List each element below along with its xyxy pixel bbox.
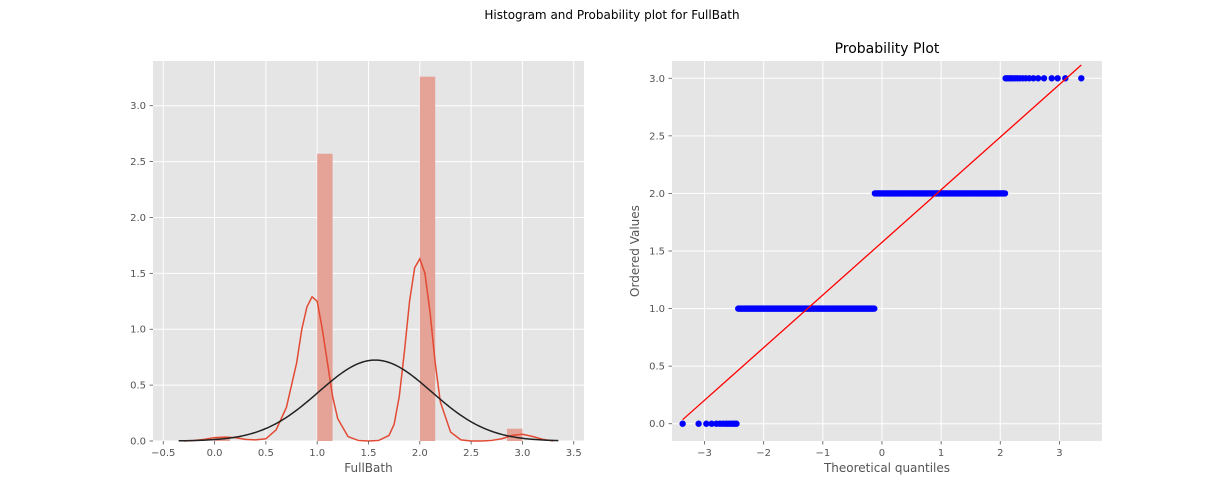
probability-point	[1034, 75, 1042, 82]
normal-fit-curve	[178, 359, 559, 442]
probability-point	[871, 305, 878, 312]
hist-y-tick-label: 1.0	[130, 325, 146, 336]
figure-title: Histogram and Probability plot for FullB…	[484, 8, 740, 22]
probability-point	[1048, 75, 1055, 82]
histogram-bar	[419, 76, 436, 441]
prob-y-tick-label: 0.5	[649, 362, 665, 373]
hist-y-tick-label: 3.0	[130, 101, 146, 112]
hist-x-axis-label: FullBath	[344, 461, 392, 475]
probability-plot-axes: −3 −2 −1 0 1 2 3 0.0 0.5 1.0 1.5 2.0 2.5 3.0 Theoretic…	[628, 41, 1102, 475]
prob-x-axis-label: Theoretical quantiles	[823, 461, 950, 475]
prob-y-tick-label: 1.0	[649, 304, 665, 315]
prob-y-tick-label: 3.0	[649, 74, 665, 85]
hist-x-tick-label: 0.0	[207, 448, 223, 459]
probability-point	[1054, 75, 1061, 82]
prob-title: Probability Plot	[835, 41, 940, 57]
hist-y-tick-label: 2.0	[130, 213, 146, 224]
probability-point	[1040, 75, 1048, 82]
histogram-bar	[317, 153, 333, 441]
prob-y-tick-label: 2.0	[649, 189, 665, 200]
probability-point	[708, 420, 715, 427]
hist-x-tick-label: 0.5	[258, 448, 274, 459]
prob-x-tick-label: 1	[938, 448, 944, 459]
hist-x-tick-label: 1.5	[361, 448, 377, 459]
hist-y-tick-label: 0.0	[130, 437, 146, 448]
prob-x-tick-label: −3	[697, 448, 712, 459]
hist-x-tick-label: 2.0	[412, 448, 428, 459]
kde-curve	[183, 257, 554, 442]
probability-point	[1078, 75, 1085, 82]
prob-x-tick-label: −2	[756, 448, 771, 459]
prob-x-tick-label: −1	[815, 448, 830, 459]
probability-point	[733, 420, 740, 427]
probability-point	[679, 420, 686, 427]
hist-x-tick-label: 3.5	[566, 448, 582, 459]
hist-x-tick-label: 2.5	[463, 448, 479, 459]
probability-point	[1001, 190, 1009, 197]
histogram-axes: −0.5 0.0 0.5 1.0 1.5 2.0 2.5 3.0 3.5 0.0 0.5 1.0 1.5…	[130, 61, 584, 475]
hist-y-tick-label: 0.5	[130, 381, 146, 392]
prob-y-tick-label: 0.0	[649, 419, 665, 430]
hist-x-tick-label: 3.0	[514, 448, 530, 459]
probability-point	[695, 420, 702, 427]
prob-x-tick-label: 2	[997, 448, 1003, 459]
hist-y-tick-label: 2.5	[130, 157, 146, 168]
prob-y-tick-label: 1.5	[649, 247, 665, 258]
probability-point	[1030, 75, 1037, 82]
prob-x-tick-label: 3	[1056, 448, 1062, 459]
probability-point	[703, 420, 710, 427]
fit-line	[682, 64, 1082, 421]
hist-x-tick-label: −0.5	[151, 448, 175, 459]
prob-y-axis-label: Ordered Values	[628, 205, 642, 297]
hist-x-tick-label: 1.0	[309, 448, 325, 459]
prob-x-tick-label: 0	[879, 448, 885, 459]
hist-y-tick-label: 1.5	[130, 269, 146, 280]
prob-y-tick-label: 2.5	[649, 131, 665, 142]
